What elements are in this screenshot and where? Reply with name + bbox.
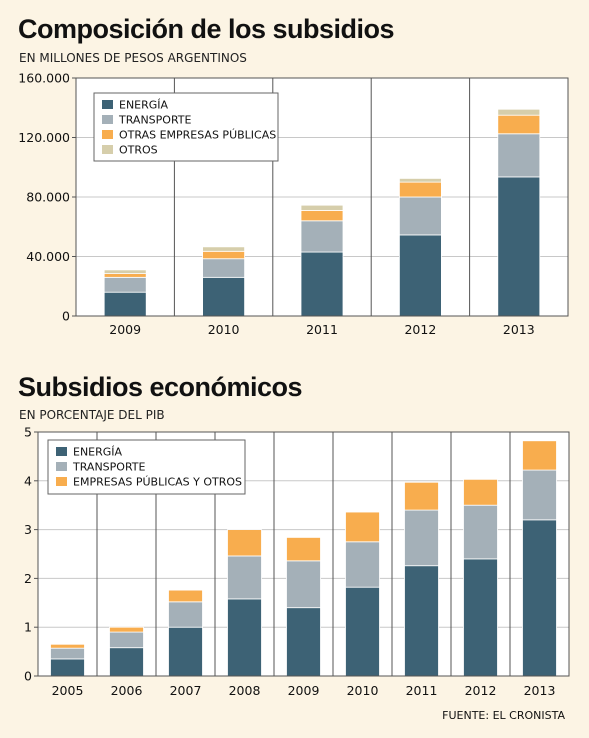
chart1-legend-swatch	[102, 130, 113, 139]
chart2-x-tick-label: 2006	[111, 683, 143, 698]
chart1-legend	[93, 92, 279, 162]
chart1-x-tick-label: 2012	[404, 322, 436, 337]
chart1-bar-2010-series-2	[202, 250, 246, 260]
chart1-bar-2013-series-2	[497, 114, 541, 135]
chart2-legend-label: EMPRESAS PÚBLICAS Y OTROS	[73, 476, 242, 489]
chart2-bar-2008-series-0	[227, 598, 262, 677]
chart2-bar-2009-series-1	[286, 560, 321, 609]
chart1-bar-2011-series-1	[300, 220, 344, 253]
chart2-x-tick-label: 2010	[347, 683, 379, 698]
chart2-y-tick-label: 2	[24, 571, 32, 586]
chart1-composicion: 2009 2010 2011 2012 2013 0 40.000 80.000 120.000…	[18, 71, 569, 337]
chart2-bar-2010-series-2	[345, 511, 380, 543]
chart2-bar-2009-series-0	[286, 607, 321, 677]
chart2-bar-2012-series-1	[463, 504, 498, 560]
chart2-bar-2011-series-0	[404, 565, 439, 677]
chart1-x-tick-label: 2009	[109, 322, 141, 337]
chart2-legend-label: TRANSPORTE	[72, 461, 146, 474]
chart1-title: Composición de los subsidios	[18, 14, 395, 44]
chart1-y-tick-label: 160.000	[18, 71, 70, 86]
chart1-legend-swatch	[102, 100, 113, 109]
chart2-bar-2006-series-2	[109, 626, 144, 633]
chart2-bar-2009-series-2	[286, 537, 321, 562]
chart2-x-tick-label: 2008	[229, 683, 261, 698]
chart1-y-tick-label: 40.000	[26, 249, 70, 264]
chart2-x-tick-label: 2013	[524, 683, 556, 698]
chart1-bar-2010-series-1	[202, 258, 246, 278]
chart1-bar-2011-series-0	[300, 251, 344, 317]
chart2-y-tick-label: 4	[24, 473, 32, 488]
chart2-bar-2006-series-0	[109, 647, 144, 677]
chart1-bar-2010-series-3	[202, 246, 246, 252]
chart2-bar-2013-series-2	[522, 440, 557, 471]
chart2-y-tick-label: 5	[24, 425, 32, 440]
chart1-x-tick-label: 2013	[503, 322, 535, 337]
chart2-frame	[37, 431, 570, 677]
chart1-legend-label: OTRAS EMPRESAS PÚBLICAS	[119, 129, 276, 142]
chart1-legend-label: OTROS	[119, 144, 158, 157]
chart2-y-tick-label: 3	[24, 522, 32, 537]
source-label: FUENTE: EL CRONISTA	[442, 709, 565, 722]
chart1-bar-2012-series-1	[398, 196, 442, 236]
chart1-legend-label: TRANSPORTE	[118, 114, 192, 127]
chart1-bar-2012-series-3	[398, 178, 442, 183]
chart1-bar-2012-series-0	[398, 234, 442, 317]
chart2-subtitle: EN PORCENTAJE DEL PIB	[19, 408, 165, 422]
chart1-x-tick-label: 2011	[306, 322, 338, 337]
chart2-legend-label: ENERGÍA	[73, 446, 123, 459]
chart1-bar-2009-series-2	[103, 273, 147, 278]
chart1-bar-2012-series-2	[398, 181, 442, 198]
chart2-bar-2007-series-0	[168, 626, 203, 677]
chart1-bar-2011-series-2	[300, 209, 344, 222]
chart2-bar-2008-series-2	[227, 529, 262, 557]
chart2-x-tick-label: 2005	[52, 683, 84, 698]
chart1-y-tick-label: 80.000	[26, 190, 70, 205]
chart2-bar-2010-series-0	[345, 586, 380, 677]
chart2-title: Subsidios económicos	[18, 372, 303, 402]
chart1-y-tick-label: 120.000	[18, 130, 70, 145]
chart2-bar-2011-series-1	[404, 509, 439, 567]
chart2-bar-2013-series-1	[522, 469, 557, 521]
chart1-bar-2010-series-0	[202, 276, 246, 317]
chart2-bar-2005-series-1	[50, 647, 85, 660]
chart1-legend-label: ENERGÍA	[119, 99, 169, 112]
chart2-legend-swatch	[56, 447, 67, 456]
chart1-subtitle: EN MILLONES DE PESOS ARGENTINOS	[19, 51, 247, 65]
chart1-bar-2011-series-3	[300, 204, 344, 211]
chart2-bar-2008-series-1	[227, 555, 262, 600]
chart1-y-tick-label: 0	[62, 309, 70, 324]
chart2-y-tick-label: 1	[24, 620, 32, 635]
chart2-x-tick-label: 2009	[288, 683, 320, 698]
chart2-x-tick-label: 2012	[465, 683, 497, 698]
chart2-bar-2005-series-2	[50, 643, 85, 649]
chart2-bar-2005-series-0	[50, 658, 85, 677]
chart2-bar-2012-series-2	[463, 478, 498, 506]
chart1-bar-2009-series-0	[103, 291, 147, 317]
chart2-bar-2011-series-2	[404, 481, 439, 511]
chart2-bar-2010-series-1	[345, 541, 380, 588]
chart2-x-tick-label: 2007	[170, 683, 202, 698]
chart2-bar-2006-series-1	[109, 631, 144, 649]
chart2-legend-swatch	[56, 462, 67, 471]
chart2-legend	[47, 439, 246, 495]
chart1-bar-2013-series-1	[497, 133, 541, 178]
chart2-x-tick-label: 2011	[406, 683, 438, 698]
chart1-x-tick-label: 2010	[208, 322, 240, 337]
chart2-subsidios-pib: 2005 2006 2007 2008 2009 2010 2011 2012 2013 0 1 2 3…	[24, 425, 570, 698]
chart1-bar-2009-series-3	[103, 269, 147, 275]
chart2-bar-2007-series-2	[168, 589, 203, 603]
chart1-bar-2013-series-3	[497, 108, 541, 116]
chart1-legend-swatch	[102, 115, 113, 124]
chart2-bar-2013-series-0	[522, 519, 557, 677]
chart1-legend-swatch	[102, 145, 113, 154]
chart1-bar-2013-series-0	[497, 176, 541, 317]
chart2-bar-2007-series-1	[168, 601, 203, 628]
chart2-legend-swatch	[56, 477, 67, 486]
chart2-bar-2012-series-0	[463, 558, 498, 677]
chart1-bar-2009-series-1	[103, 276, 147, 293]
chart2-y-tick-label: 0	[24, 669, 32, 684]
